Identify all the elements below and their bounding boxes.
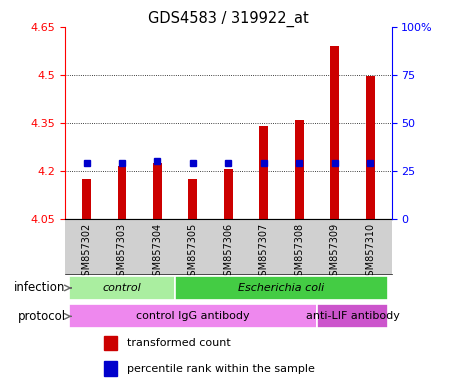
Bar xyxy=(259,126,268,219)
Text: GSM857306: GSM857306 xyxy=(223,223,234,282)
Text: GSM857307: GSM857307 xyxy=(259,223,269,282)
Bar xyxy=(69,305,317,328)
Bar xyxy=(189,179,198,219)
Text: control: control xyxy=(103,283,141,293)
Text: control IgG antibody: control IgG antibody xyxy=(136,311,250,321)
Text: GSM857308: GSM857308 xyxy=(294,223,304,282)
Bar xyxy=(82,179,91,219)
Bar xyxy=(104,361,117,376)
Text: GSM857305: GSM857305 xyxy=(188,223,198,282)
Bar xyxy=(69,276,175,300)
Bar xyxy=(224,169,233,219)
Bar xyxy=(330,46,339,219)
Text: infection: infection xyxy=(14,281,66,295)
Text: GSM857309: GSM857309 xyxy=(330,223,340,282)
Text: GSM857304: GSM857304 xyxy=(153,223,162,282)
Bar xyxy=(366,76,375,219)
Bar xyxy=(153,163,162,219)
Text: GSM857310: GSM857310 xyxy=(365,223,375,282)
Bar xyxy=(117,166,126,219)
Text: Escherichia coli: Escherichia coli xyxy=(238,283,325,293)
Bar xyxy=(295,119,304,219)
Text: transformed count: transformed count xyxy=(127,338,231,348)
Text: GSM857302: GSM857302 xyxy=(81,223,91,282)
Title: GDS4583 / 319922_at: GDS4583 / 319922_at xyxy=(148,11,309,27)
Text: GSM857303: GSM857303 xyxy=(117,223,127,282)
Bar xyxy=(317,305,388,328)
Text: anti-LIF antibody: anti-LIF antibody xyxy=(306,311,400,321)
Bar xyxy=(104,336,117,350)
Text: protocol: protocol xyxy=(18,310,66,323)
Text: percentile rank within the sample: percentile rank within the sample xyxy=(127,364,315,374)
Bar xyxy=(175,276,388,300)
